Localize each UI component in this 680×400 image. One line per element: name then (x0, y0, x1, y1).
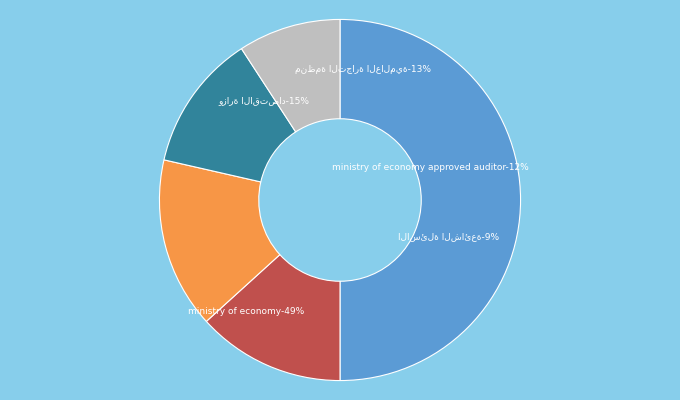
Text: ministry of economy-49%: ministry of economy-49% (188, 308, 304, 316)
Text: ministry of economy approved auditor-12%: ministry of economy approved auditor-12% (332, 163, 528, 172)
Wedge shape (159, 160, 280, 321)
Wedge shape (164, 49, 296, 182)
Text: منظمة التجارة العالمية-13%: منظمة التجارة العالمية-13% (296, 66, 432, 74)
Wedge shape (340, 20, 521, 380)
Text: الاسئلة الشائعة-9%: الاسئلة الشائعة-9% (398, 232, 499, 241)
Wedge shape (241, 20, 340, 132)
Text: وزارة الاقتصاد-15%: وزارة الاقتصاد-15% (219, 96, 309, 105)
Wedge shape (206, 255, 340, 380)
